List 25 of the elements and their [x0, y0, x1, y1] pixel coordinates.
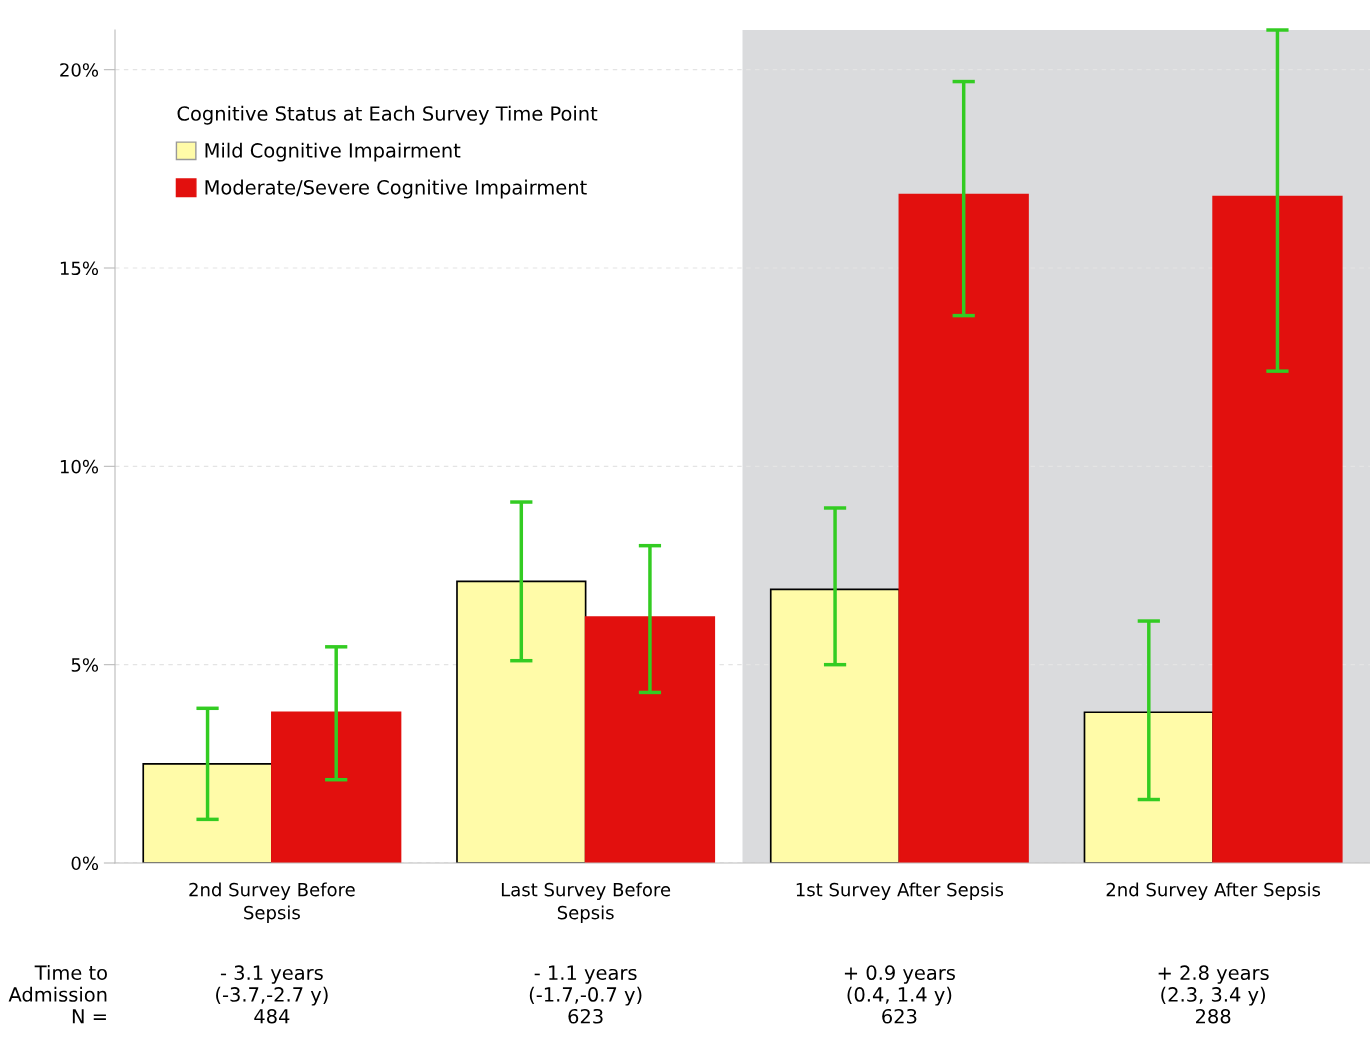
text: Time to Admission N =: [8, 965, 107, 1024]
x-tick-label: 2nd Survey After Sepsis: [1106, 882, 1321, 900]
y-tick-label: 5%: [71, 658, 99, 672]
x-tick-label: 2nd Survey Before Sepsis: [189, 882, 355, 923]
x-tick-label: Last Survey Before Sepsis: [501, 882, 671, 923]
text: - 1.1 years (-1.7,-0.7 y) 623: [529, 965, 642, 1024]
bar: [271, 711, 402, 863]
bar: [1212, 195, 1343, 863]
bar: [898, 193, 1029, 863]
bar: [456, 580, 587, 863]
text: + 0.9 years (0.4, 1.4 y) 623: [844, 965, 955, 1024]
y-tick-label: 10%: [60, 459, 99, 474]
legend-title: Cognitive Status at Each Survey Time Point: [177, 105, 598, 125]
bar: [1083, 711, 1214, 863]
y-tick-label: 0%: [71, 856, 99, 871]
bar: [584, 616, 716, 863]
text: + 2.8 years (2.3, 3.4 y) 288: [1158, 965, 1269, 1024]
y-tick-label: 20%: [60, 63, 99, 77]
x-tick-label: 1st Survey After Sepsis: [796, 882, 1004, 900]
legend-label: Moderate/Severe Cognitive Impairment: [205, 179, 587, 199]
bar: [142, 762, 273, 863]
y-tick-label: 15%: [60, 261, 99, 276]
legend-label: Mild Cognitive Impairment: [205, 142, 461, 162]
text: - 3.1 years (-3.7,-2.7 y) 484: [216, 965, 328, 1024]
bar: [769, 588, 901, 863]
